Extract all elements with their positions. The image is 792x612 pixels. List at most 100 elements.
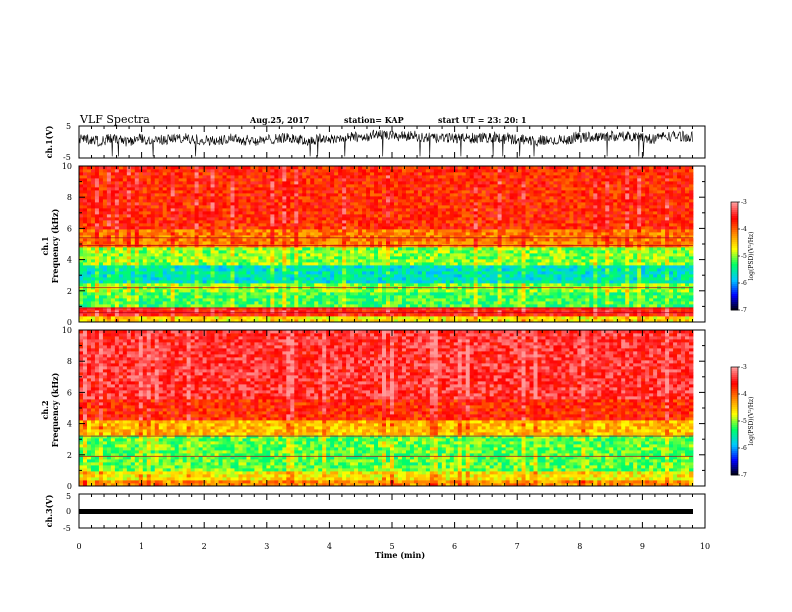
spectrogram-cell — [234, 229, 239, 233]
spectrogram-cell — [282, 178, 287, 182]
spectrogram-cell — [222, 238, 227, 242]
spectrogram-cell — [358, 265, 363, 269]
spectrogram-cell — [94, 316, 100, 320]
spectrogram-cell — [282, 223, 287, 227]
spectrogram-cell — [318, 199, 323, 203]
spectrogram-cell — [286, 172, 291, 176]
spectrogram-cell — [202, 301, 207, 305]
spectrogram-cell — [413, 199, 419, 203]
spectrogram-cell — [401, 316, 407, 320]
spectrogram-cell — [82, 232, 88, 236]
spectrogram-cell — [154, 289, 160, 293]
spectrogram-cell — [401, 238, 407, 242]
spectrogram-cell — [350, 208, 355, 212]
spectrogram-cell — [374, 208, 379, 212]
spectrogram-cell — [326, 316, 331, 320]
spectrogram-cell — [314, 268, 319, 272]
spectrogram-cell — [178, 181, 184, 185]
spectrogram-cell — [350, 175, 355, 179]
spectrogram-cell — [102, 295, 108, 299]
spectrogram-cell — [378, 235, 383, 239]
spectrogram-cell — [82, 208, 88, 212]
spectrogram-cell — [409, 313, 415, 317]
spectrogram-cell — [98, 310, 104, 314]
spectrogram-cell — [338, 295, 343, 299]
spectrogram-cell — [417, 268, 423, 272]
spectrogram-cell — [186, 223, 192, 227]
spectrogram-cell — [106, 316, 112, 320]
spectrogram-cell — [178, 199, 184, 203]
spectrogram-cell — [82, 283, 88, 287]
spectrogram-cell — [122, 166, 128, 170]
spectrogram-cell — [134, 175, 140, 179]
spectrogram-cell — [258, 241, 263, 245]
spectrogram-cell — [130, 271, 136, 275]
spectrogram-cell — [354, 262, 359, 266]
spectrogram-cell — [86, 313, 92, 317]
spectrogram-cell — [266, 202, 271, 206]
spectrogram-cell — [366, 307, 371, 311]
spectrogram-cell — [206, 316, 211, 320]
spectrogram-cell — [354, 259, 359, 263]
spectrogram-cell — [310, 166, 315, 170]
spectrogram-cell — [437, 277, 443, 281]
spectrogram-cell — [110, 301, 116, 305]
spectrogram-cell — [170, 277, 176, 281]
spectrogram-cell — [190, 208, 196, 212]
spectrogram-cell — [405, 223, 411, 227]
spectrogram-cell — [405, 241, 411, 245]
spectrogram-cell — [262, 289, 267, 293]
spectrogram-cell — [334, 196, 339, 200]
spectrogram-cell — [405, 256, 411, 260]
spectrogram-cell — [378, 319, 383, 323]
spectrogram-cell — [242, 283, 247, 287]
spectrogram-cell — [378, 298, 383, 302]
spectrogram-cell — [362, 298, 367, 302]
spectrogram-cell — [282, 262, 287, 266]
spectrogram-cell — [246, 301, 251, 305]
spectrogram-cell — [270, 250, 275, 254]
spectrogram-cell — [389, 241, 395, 245]
spectrogram-cell — [338, 271, 343, 275]
spectrogram-cell — [82, 202, 88, 206]
spectrogram-cell — [110, 256, 116, 260]
spectrogram-cell — [266, 256, 271, 260]
spectrogram-cell — [322, 292, 327, 296]
spectrogram-cell — [94, 307, 100, 311]
spectrogram-cell — [386, 319, 391, 323]
spectrogram-cell — [270, 277, 275, 281]
spectrogram-cell — [126, 202, 132, 206]
spectrogram-cell — [150, 271, 156, 275]
spectrogram-cell — [437, 262, 443, 266]
spectrogram-cell — [246, 208, 251, 212]
spectrogram-cell — [326, 283, 331, 287]
spectrogram-cell — [174, 217, 180, 221]
spectrogram-cell — [314, 253, 319, 257]
spectrogram-cell — [397, 268, 403, 272]
spectrogram-cell — [174, 253, 180, 257]
spectrogram-cell — [286, 283, 291, 287]
spectrogram-cell — [397, 184, 403, 188]
spectrogram-cell — [154, 295, 160, 299]
spectrogram-cell — [338, 193, 343, 197]
spectrogram-cell — [314, 169, 319, 173]
spectrogram-cell — [322, 298, 327, 302]
spectrogram-cell — [206, 274, 211, 278]
spectrogram-cell — [409, 193, 415, 197]
spectrogram-cell — [409, 187, 415, 191]
spectrogram-cell — [134, 229, 140, 233]
spectrogram-cell — [306, 304, 311, 308]
spectrogram-cell — [278, 274, 283, 278]
spectrogram-cell — [254, 181, 259, 185]
spectrogram-cell — [190, 181, 196, 185]
spectrogram-cell — [214, 259, 219, 263]
spectrogram-cell — [366, 226, 371, 230]
spectrogram-cell — [389, 313, 395, 317]
spectrogram-cell — [278, 208, 283, 212]
spectrogram-cell — [202, 268, 207, 272]
spectrogram-cell — [429, 289, 435, 293]
spectrogram-cell — [174, 274, 180, 278]
spectrogram-cell — [382, 295, 387, 299]
spectrogram-cell — [114, 169, 120, 173]
spectrogram-cell — [386, 295, 391, 299]
